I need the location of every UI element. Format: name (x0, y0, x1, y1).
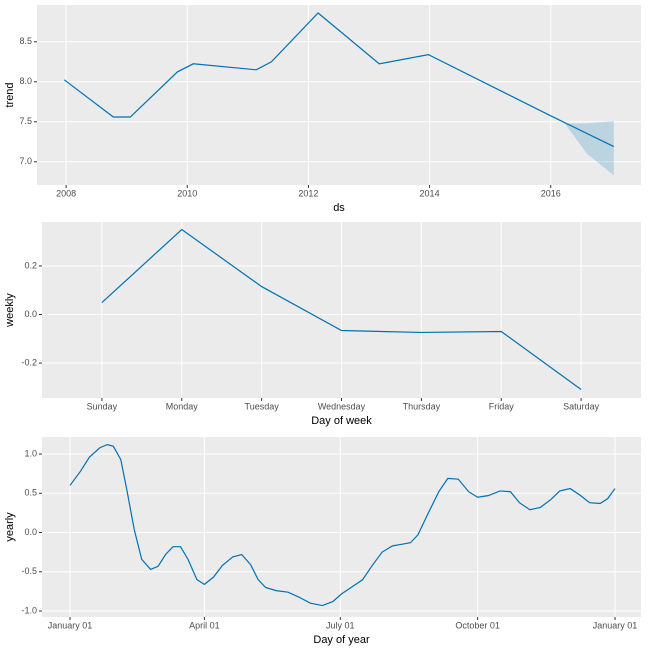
y-axis-title: yearly (4, 512, 16, 542)
x-tick-label: Saturday (563, 401, 600, 411)
y-tick-label: 1.0 (24, 448, 37, 458)
uncertainty-band (564, 121, 614, 176)
line (101, 228, 582, 390)
x-tick-label: Monday (166, 401, 199, 411)
y-tick-label: 0.2 (24, 260, 37, 270)
x-tick-label: Tuesday (245, 401, 280, 411)
x-tick-label: Friday (489, 401, 515, 411)
x-axis-title: Day of week (311, 415, 372, 427)
x-tick-label: April 01 (189, 620, 220, 630)
y-tick-label: 7.0 (19, 156, 32, 166)
x-tick-label: January 01 (48, 620, 93, 630)
x-tick-label: July 01 (326, 620, 355, 630)
x-axis-title: ds (333, 202, 345, 214)
plot-background (42, 437, 641, 617)
x-tick-label: October 01 (455, 620, 500, 630)
y-axis-title: trend (4, 82, 16, 107)
y-tick-label: 0.0 (24, 527, 37, 537)
x-tick-label: 2012 (298, 188, 318, 198)
y-tick-label: -1.0 (21, 605, 37, 615)
line (63, 12, 615, 148)
x-tick-label: Sunday (87, 401, 118, 411)
x-tick-label: 2014 (420, 188, 440, 198)
y-tick-label: -0.5 (21, 566, 37, 576)
x-tick-label: 2008 (56, 188, 76, 198)
x-axis-title: Day of year (313, 634, 370, 646)
x-tick-label: January 01 (593, 620, 638, 630)
y-axis-title: weekly (4, 293, 16, 328)
x-tick-label: 2010 (177, 188, 197, 198)
y-tick-label: 0.5 (24, 488, 37, 498)
y-tick-label: 8.5 (19, 36, 32, 46)
line (69, 443, 616, 607)
y-tick-label: -0.2 (21, 357, 37, 367)
plot-background (37, 5, 641, 185)
y-tick-label: 7.5 (19, 116, 32, 126)
y-tick-label: 8.0 (19, 76, 32, 86)
x-tick-label: 2016 (541, 188, 561, 198)
x-tick-label: Wednesday (318, 401, 366, 411)
x-tick-label: Thursday (403, 401, 441, 411)
y-tick-label: 0.0 (24, 309, 37, 319)
